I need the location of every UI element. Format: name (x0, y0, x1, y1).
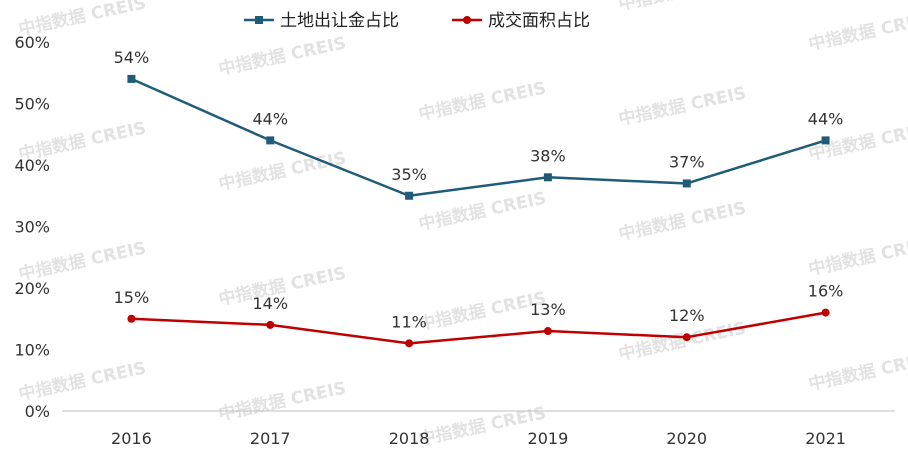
data-label: 37% (669, 152, 705, 171)
data-label: 11% (391, 312, 427, 331)
watermark-text: 中指数据 CREIS (617, 82, 748, 130)
series-line (131, 311, 826, 345)
watermark-text: 中指数据 CREIS (807, 232, 908, 280)
data-label: 44% (252, 109, 288, 128)
watermark-text: 中指数据 CREIS (417, 287, 548, 335)
data-point (682, 333, 691, 342)
watermark-text: 中指数据 CREIS (17, 237, 148, 285)
data-labels: 54% 44% 35% 38% 37% 44% 15% 14% 11% 13% 12% 16% (114, 48, 844, 331)
watermark-text: 中指数据 CREIS (807, 347, 908, 395)
legend-label: 成交面积占比 (488, 11, 590, 31)
data-label: 44% (808, 109, 844, 128)
watermark-text: 中指数据 CREIS (617, 0, 748, 15)
data-point (543, 327, 552, 336)
data-point (127, 314, 136, 323)
data-label: 13% (530, 300, 566, 319)
y-tick-label: 40% (14, 156, 50, 175)
legend: 土地出让金占比 成交面积占比 (244, 11, 590, 31)
watermark-text: 中指数据 CREIS (807, 7, 908, 55)
y-tick-label: 0% (25, 402, 50, 421)
watermark-text: 中指数据 CREIS (217, 32, 348, 80)
data-label: 54% (114, 48, 150, 67)
data-point (266, 320, 275, 329)
series-line (130, 77, 826, 197)
data-label: 15% (114, 288, 150, 307)
data-point (405, 339, 414, 348)
legend-label: 土地出让金占比 (280, 11, 399, 31)
watermark-text: 中指数据 CREIS (417, 77, 548, 125)
data-point (821, 308, 830, 317)
watermark-text: 中指数据 CREIS (17, 357, 148, 405)
x-tick-label: 2020 (666, 429, 707, 448)
data-point (127, 74, 136, 83)
x-tick-label: 2019 (528, 429, 569, 448)
y-tick-label: 50% (14, 95, 50, 114)
data-point (821, 136, 830, 145)
legend-marker (463, 16, 471, 24)
data-label: 12% (669, 306, 705, 325)
watermark-text: 中指数据 CREIS (217, 147, 348, 195)
watermark-text: 中指数据 CREIS (417, 187, 548, 235)
watermark-text: 中指数据 CREIS (217, 377, 348, 425)
data-point (682, 179, 691, 188)
series-layer (127, 74, 830, 348)
y-tick-label: 60% (14, 33, 50, 52)
data-label: 35% (391, 165, 427, 184)
data-point (543, 173, 552, 182)
data-point (405, 191, 414, 200)
y-tick-label: 20% (14, 279, 50, 298)
data-label: 16% (808, 282, 844, 301)
legend-marker (255, 16, 263, 24)
data-label: 38% (530, 146, 566, 165)
y-tick-label: 30% (14, 218, 50, 237)
data-point (266, 136, 275, 145)
axes: 0% 10% 20% 30% 40% 50% 60% 2016 2017 2018 2019 2020… (14, 33, 895, 448)
x-tick-label: 2018 (389, 429, 430, 448)
data-label: 14% (252, 294, 288, 313)
x-tick-label: 2016 (111, 429, 152, 448)
watermark-text: 中指数据 CREIS (617, 197, 748, 245)
watermark-layer: 中指数据 CREIS 中指数据 CREIS 中指数据 CREIS 中指数据 CREIS… (17, 0, 908, 450)
y-tick-label: 10% (14, 341, 50, 360)
x-tick-label: 2017 (250, 429, 291, 448)
x-tick-label: 2021 (805, 429, 846, 448)
